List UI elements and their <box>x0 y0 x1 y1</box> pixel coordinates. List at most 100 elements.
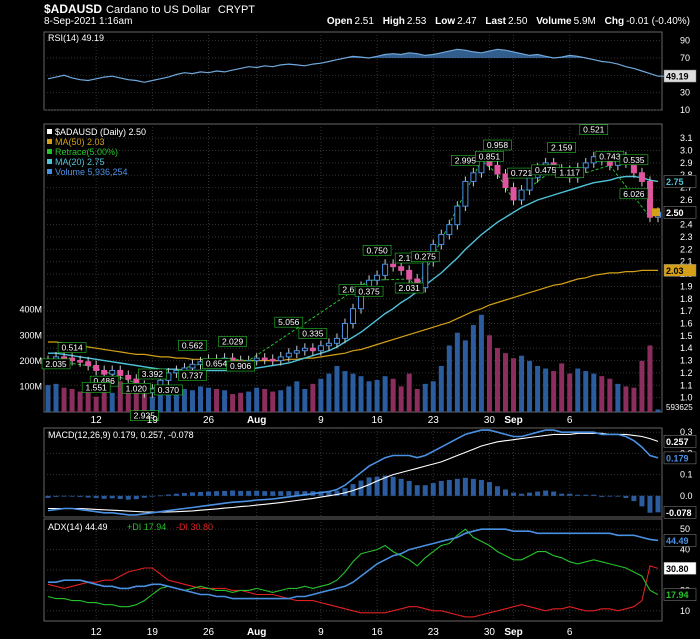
quote-bar: Open 2.51 High 2.53 Low 2.47 Last 2.50 Volum… <box>321 16 690 27</box>
rsi-ytick-label: 10 <box>680 105 690 115</box>
macd-histogram-bar <box>334 490 340 496</box>
x-tick-label-bottom: 26 <box>203 627 215 638</box>
adx-ytick-label: 50 <box>680 524 690 534</box>
volume-bar <box>318 378 324 412</box>
rsi-legend: RSI(14) 49.19 <box>48 33 104 43</box>
macd-histogram-bar <box>494 486 500 496</box>
retrace-label-bg <box>130 410 159 422</box>
macd-histogram-bar <box>390 476 396 496</box>
retrace-label-bg <box>619 188 649 200</box>
macd-histogram-bar <box>639 495 645 507</box>
candle-body <box>350 308 356 325</box>
retrace-label: 0.721 <box>511 168 533 178</box>
macd-histogram-bar <box>414 485 420 496</box>
volume-axis-label: 100M <box>19 381 42 391</box>
macd-histogram-bar <box>318 491 324 496</box>
rsi-overbought-fill <box>48 49 666 58</box>
candle-body <box>93 365 100 371</box>
retrace-label: 1.551 <box>86 382 108 392</box>
last-price-flag: 2.50 <box>666 208 684 218</box>
candle-body <box>253 357 260 362</box>
retrace-label-bg <box>121 382 151 394</box>
macd-histogram-bar <box>254 490 260 496</box>
retrace-label: 0.475 <box>535 165 557 175</box>
candle-body <box>109 369 116 375</box>
candle-body <box>77 360 84 363</box>
volume-bar <box>390 378 396 412</box>
volume-bar <box>117 381 123 412</box>
macd-histogram-bar <box>262 491 268 496</box>
retrace-label-bg <box>81 382 111 393</box>
price-ytick-label: 1.4 <box>680 343 693 353</box>
volume-bar <box>133 387 139 412</box>
plus-di-flag-bg <box>663 588 697 601</box>
retrace-label: 0.958 <box>487 140 509 150</box>
rsi-line <box>47 48 666 83</box>
macd-histogram-bar <box>342 488 348 496</box>
macd-histogram-bar <box>470 478 476 496</box>
macd-histogram-bar <box>85 495 91 498</box>
candle-body <box>341 323 348 339</box>
candle-body <box>438 234 445 245</box>
volume-bar <box>567 373 573 412</box>
price-legend-swatch <box>47 159 52 164</box>
adx-ytick-label: 40 <box>680 545 690 555</box>
retrace-label: 0.562 <box>182 340 204 350</box>
macd-histogram-bar <box>61 495 67 497</box>
macd-histogram-bar <box>607 495 613 497</box>
rsi-ytick-label: 70 <box>680 53 690 63</box>
retrace-label-bg <box>154 384 183 396</box>
plus-di-legend: +DI 17.94 <box>127 522 166 532</box>
macd-ytick-label: 0.3 <box>680 427 693 437</box>
retrace-label: 0.743 <box>599 151 621 161</box>
retrace-label: 2.995 <box>455 155 477 165</box>
adx-ytick-label: 10 <box>680 606 690 616</box>
volume-bar <box>374 380 380 412</box>
price-ytick-label: 1.9 <box>680 281 693 291</box>
volume-bar <box>278 390 284 412</box>
macd-histogram-bar <box>230 490 236 496</box>
macd-hist-flag-bg <box>663 506 697 519</box>
volume-bar <box>157 391 163 412</box>
x-tick-label-bottom: Aug <box>247 627 266 638</box>
macd-histogram-bar <box>173 493 179 496</box>
macd-line <box>47 429 659 516</box>
x-tick-label: 9 <box>318 415 324 426</box>
macd-histogram-bar <box>462 477 468 496</box>
candle-body <box>422 261 429 289</box>
volume-value: 5.9M <box>573 16 596 27</box>
macd-histogram-bar <box>575 494 581 496</box>
x-tick-label: 19 <box>147 415 159 426</box>
retrace-label-bg <box>354 285 384 297</box>
macd-histogram-bar <box>535 491 541 496</box>
volume-axis-label: 400M <box>19 305 42 315</box>
volume-bar <box>93 396 99 412</box>
x-tick-label-bottom: 23 <box>428 627 440 638</box>
macd-histogram-bar <box>222 490 228 496</box>
macd-signal-flag: 0.257 <box>666 437 689 447</box>
retrace-label: 0.737 <box>182 370 204 380</box>
retrace-label: 2.925 <box>134 411 156 421</box>
candle-body <box>526 177 533 191</box>
macd-histogram-bar <box>647 495 653 513</box>
price-ytick-label: 1.5 <box>680 331 693 341</box>
price-legend-swatch <box>47 129 52 134</box>
candle-body <box>638 172 645 182</box>
price-legend-item: MA(50) 2.03 <box>55 137 105 147</box>
ma50-line <box>48 269 658 362</box>
macd-legend: MACD(12,26,9) 0.179, 0.257, -0.078 <box>48 430 194 440</box>
macd-histogram-bar <box>623 495 629 498</box>
x-tick-label-bottom: 9 <box>318 627 324 638</box>
candle-body <box>470 172 477 182</box>
retrace-label: 0.906 <box>230 361 252 371</box>
adx-line <box>48 528 659 600</box>
macd-histogram-bar <box>591 494 597 496</box>
volume-bar <box>543 368 549 412</box>
volume-bar <box>302 388 308 412</box>
last-value: 2.50 <box>507 16 528 27</box>
candle-body <box>446 224 453 236</box>
volume-bar <box>494 348 500 412</box>
volume-bar <box>141 394 147 412</box>
chart-header: $ADAUSD Cardano to US Dollar CRYPT 8-Sep-… <box>0 0 700 30</box>
adx-flag-bg <box>663 534 697 547</box>
